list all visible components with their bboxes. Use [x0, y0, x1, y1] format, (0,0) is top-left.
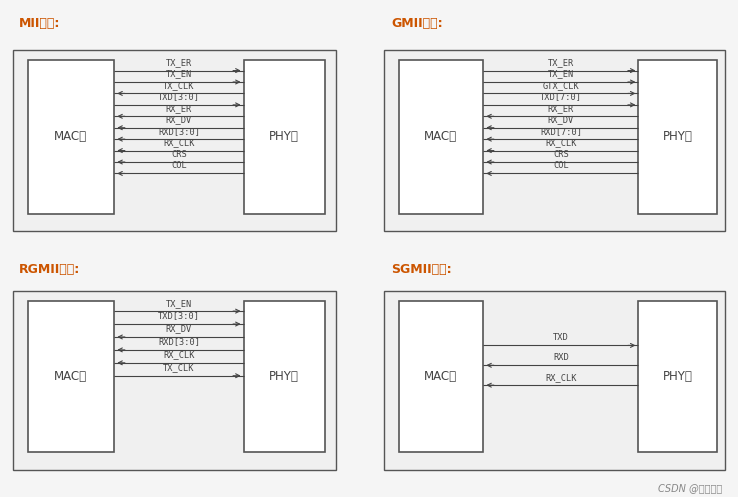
Bar: [244, 301, 325, 452]
Bar: [244, 60, 325, 214]
Text: RX_CLK: RX_CLK: [163, 350, 195, 359]
Text: TXD[3:0]: TXD[3:0]: [158, 312, 200, 321]
Text: PHY俧: PHY俧: [663, 130, 692, 143]
Text: GMII接口:: GMII接口:: [391, 17, 443, 30]
Text: MII接口:: MII接口:: [18, 17, 60, 30]
Text: RXD: RXD: [553, 353, 569, 362]
Text: RXD[3:0]: RXD[3:0]: [158, 337, 200, 346]
Bar: [399, 301, 483, 452]
Text: TX_EN: TX_EN: [548, 70, 574, 79]
Text: MAC俧: MAC俧: [55, 370, 87, 383]
Text: PHY俧: PHY俧: [269, 370, 299, 383]
Text: TX_CLK: TX_CLK: [163, 81, 195, 90]
Text: CRS: CRS: [171, 150, 187, 159]
Text: RX_DV: RX_DV: [548, 115, 574, 124]
Text: CSDN @与光同程: CSDN @与光同程: [658, 483, 722, 493]
Text: TX_CLK: TX_CLK: [163, 363, 195, 372]
Bar: [384, 291, 725, 470]
Text: RX_DV: RX_DV: [166, 325, 192, 333]
Text: TXD[7:0]: TXD[7:0]: [540, 92, 582, 101]
Text: PHY俧: PHY俧: [269, 130, 299, 143]
Text: RX_CLK: RX_CLK: [545, 373, 576, 382]
Bar: [638, 301, 717, 452]
Bar: [28, 301, 114, 452]
Text: RXD[7:0]: RXD[7:0]: [540, 127, 582, 136]
Bar: [638, 60, 717, 214]
Text: RX_ER: RX_ER: [166, 104, 192, 113]
Text: RX_CLK: RX_CLK: [545, 138, 576, 147]
Text: RX_DV: RX_DV: [166, 115, 192, 124]
Text: MAC俧: MAC俧: [55, 130, 87, 143]
Text: RXD[3:0]: RXD[3:0]: [158, 127, 200, 136]
Text: RX_CLK: RX_CLK: [163, 138, 195, 147]
Text: COL: COL: [553, 161, 569, 170]
Bar: [13, 50, 336, 231]
Text: GTX_CLK: GTX_CLK: [542, 81, 579, 90]
Text: MAC俧: MAC俧: [424, 130, 457, 143]
Text: SGMII接口:: SGMII接口:: [391, 263, 452, 276]
Text: TX_EN: TX_EN: [166, 70, 192, 79]
Bar: [399, 60, 483, 214]
Text: RGMII接口:: RGMII接口:: [18, 263, 80, 276]
Text: TX_EN: TX_EN: [166, 299, 192, 308]
Text: PHY俧: PHY俧: [663, 370, 692, 383]
Text: CRS: CRS: [553, 150, 569, 159]
Text: RX_ER: RX_ER: [548, 104, 574, 113]
Text: TXD: TXD: [553, 333, 569, 342]
Text: TXD[3:0]: TXD[3:0]: [158, 92, 200, 101]
Bar: [13, 291, 336, 470]
Text: MAC俧: MAC俧: [424, 370, 457, 383]
Bar: [384, 50, 725, 231]
Text: COL: COL: [171, 161, 187, 170]
Text: TX_ER: TX_ER: [166, 58, 192, 67]
Bar: [28, 60, 114, 214]
Text: TX_ER: TX_ER: [548, 58, 574, 67]
